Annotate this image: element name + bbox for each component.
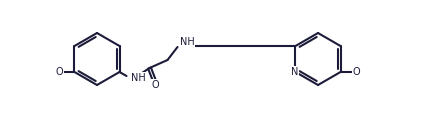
Text: O: O (56, 67, 63, 77)
Text: O: O (353, 67, 360, 77)
Text: NH: NH (130, 73, 145, 83)
Text: NH: NH (179, 37, 194, 47)
Text: N: N (291, 67, 298, 77)
Text: O: O (151, 80, 160, 90)
